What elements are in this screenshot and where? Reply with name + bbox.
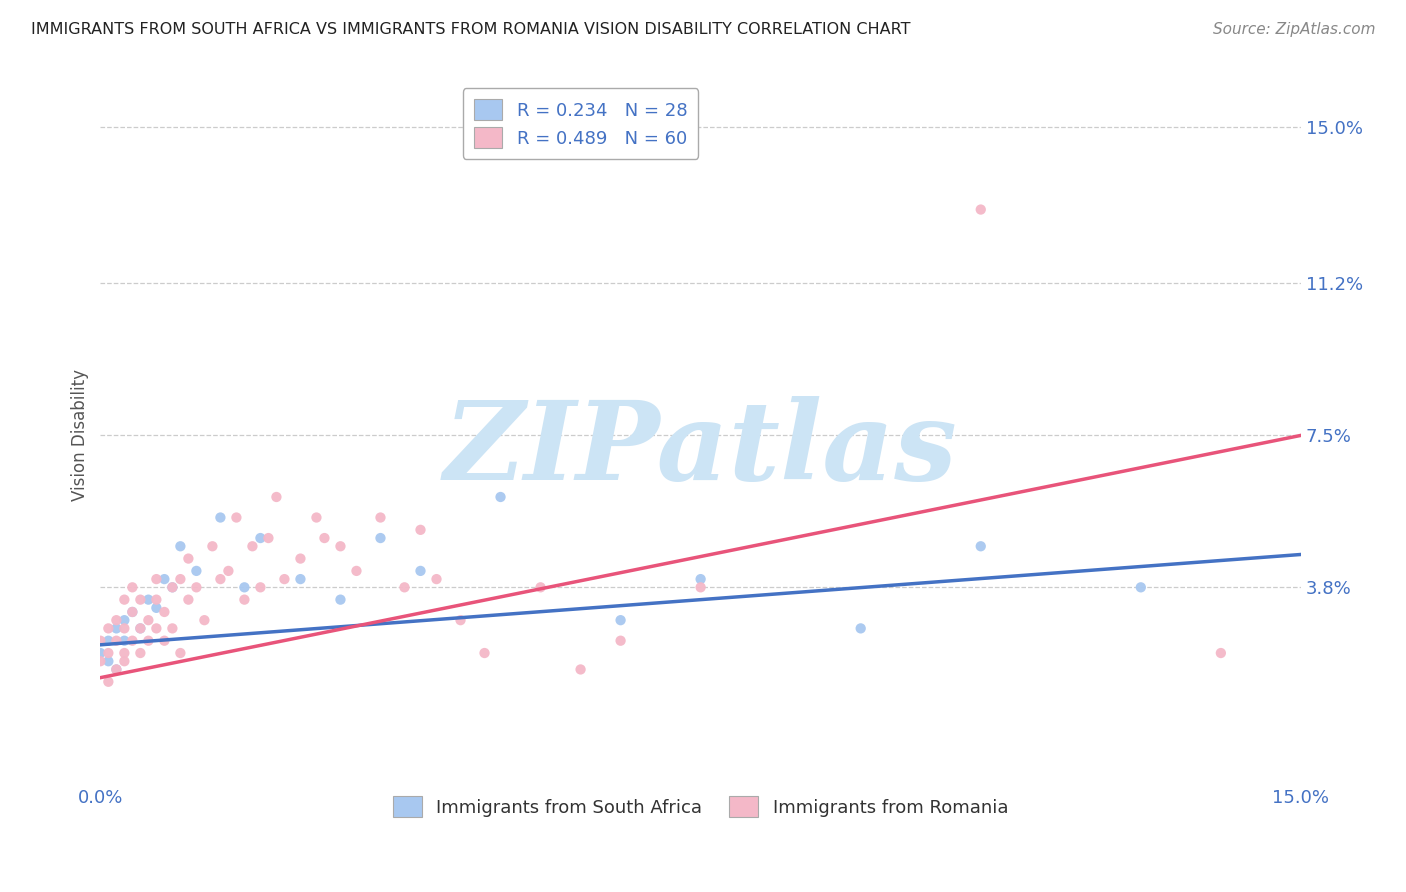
Point (162, 621, 184, 635)
Point (489, 490, 512, 504)
Point (105, 633, 128, 648)
Point (112, 592, 135, 607)
Point (89, 633, 111, 648)
Point (314, 531, 336, 545)
Point (129, 621, 152, 635)
Point (233, 592, 256, 607)
Point (153, 605, 176, 619)
Y-axis label: Vision Disability: Vision Disability (72, 369, 89, 501)
Point (112, 633, 135, 648)
Text: Source: ZipAtlas.com: Source: ZipAtlas.com (1212, 22, 1375, 37)
Point (112, 654, 135, 668)
Point (186, 564, 208, 578)
Point (305, 510, 328, 524)
Point (169, 646, 191, 660)
Point (450, 613, 472, 627)
Point (112, 613, 135, 627)
Point (105, 621, 128, 635)
Point (177, 551, 200, 566)
Point (186, 580, 208, 594)
Point (394, 580, 416, 594)
Point (105, 663, 128, 677)
Point (689, 572, 711, 586)
Point (290, 572, 312, 586)
Point (970, 539, 993, 553)
Point (609, 633, 631, 648)
Point (225, 510, 247, 524)
Text: IMMIGRANTS FROM SOUTH AFRICA VS IMMIGRANTS FROM ROMANIA VISION DISABILITY CORREL: IMMIGRANTS FROM SOUTH AFRICA VS IMMIGRAN… (31, 22, 911, 37)
Point (153, 633, 176, 648)
Point (257, 531, 280, 545)
Point (112, 646, 135, 660)
Point (112, 621, 135, 635)
Point (177, 592, 200, 607)
Point (138, 592, 160, 607)
Point (121, 605, 143, 619)
Point (129, 646, 152, 660)
Point (409, 523, 432, 537)
Point (138, 633, 160, 648)
Point (121, 605, 143, 619)
Point (145, 600, 167, 615)
Point (329, 592, 352, 607)
Point (209, 572, 232, 586)
Point (89, 654, 111, 668)
Text: ZIPatlas: ZIPatlas (444, 396, 957, 503)
Point (169, 539, 191, 553)
Point (121, 633, 143, 648)
Point (209, 510, 232, 524)
Point (529, 580, 551, 594)
Point (689, 580, 711, 594)
Point (97, 674, 120, 689)
Point (249, 531, 271, 545)
Point (370, 531, 392, 545)
Point (162, 580, 184, 594)
Point (97, 654, 120, 668)
Point (162, 580, 184, 594)
Point (1209, 646, 1232, 660)
Point (193, 613, 215, 627)
Point (97, 646, 120, 660)
Point (138, 613, 160, 627)
Point (121, 580, 143, 594)
Point (370, 510, 392, 524)
Legend: Immigrants from South Africa, Immigrants from Romania: Immigrants from South Africa, Immigrants… (385, 789, 1015, 824)
Point (105, 613, 128, 627)
Point (169, 572, 191, 586)
Point (217, 564, 239, 578)
Point (145, 592, 167, 607)
Point (569, 663, 592, 677)
Point (273, 572, 295, 586)
Point (970, 202, 993, 217)
Point (242, 539, 264, 553)
Point (97, 633, 120, 648)
Point (609, 613, 631, 627)
Point (849, 621, 872, 635)
Point (266, 490, 288, 504)
Point (425, 572, 447, 586)
Point (105, 663, 128, 677)
Point (474, 646, 496, 660)
Point (89, 646, 111, 660)
Point (409, 564, 432, 578)
Point (329, 539, 352, 553)
Point (145, 621, 167, 635)
Point (97, 621, 120, 635)
Point (145, 572, 167, 586)
Point (346, 564, 368, 578)
Point (290, 551, 312, 566)
Point (249, 580, 271, 594)
Point (153, 572, 176, 586)
Point (129, 592, 152, 607)
Point (233, 580, 256, 594)
Point (201, 539, 224, 553)
Point (1129, 580, 1152, 594)
Point (129, 621, 152, 635)
